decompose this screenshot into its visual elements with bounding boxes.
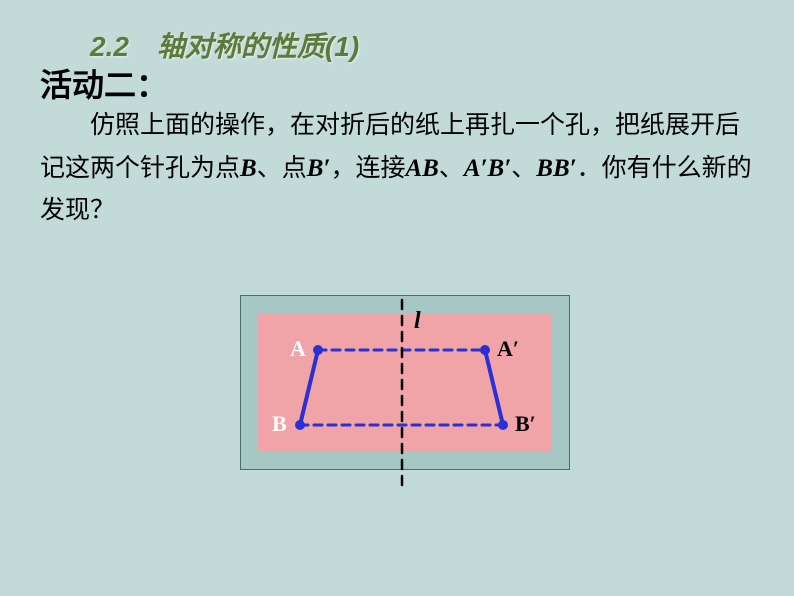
label-l: l xyxy=(414,308,421,335)
body-paragraph: 仿照上面的操作，在对折后的纸上再扎一个孔，把纸展开后记这两个针孔为点B、点B′，… xyxy=(40,105,754,233)
math-B: B xyxy=(240,155,257,182)
diagram-svg xyxy=(240,295,570,490)
math-BBp: BB′ xyxy=(536,155,576,182)
point-Bp xyxy=(498,420,508,430)
activity-subtitle: 活动二： xyxy=(40,60,168,106)
diagram-container: l A B A′ B′ xyxy=(240,295,570,470)
label-B: B xyxy=(272,411,287,437)
point-Ap xyxy=(480,345,490,355)
section-title: 2.2 轴对称的性质(1) xyxy=(90,25,359,65)
label-A: A xyxy=(290,336,306,362)
math-Bprime: B′ xyxy=(307,155,331,182)
label-Bprime: B′ xyxy=(515,411,536,437)
text-c2: ，连接 xyxy=(330,155,405,182)
text-c4: 、 xyxy=(511,155,536,182)
point-B xyxy=(295,420,305,430)
point-A xyxy=(313,345,323,355)
math-AB: AB xyxy=(405,155,438,182)
text-c1: 、点 xyxy=(257,155,307,182)
math-ApBp: A′B′ xyxy=(464,155,511,182)
text-c3: 、 xyxy=(439,155,464,182)
label-Aprime: A′ xyxy=(497,336,519,362)
